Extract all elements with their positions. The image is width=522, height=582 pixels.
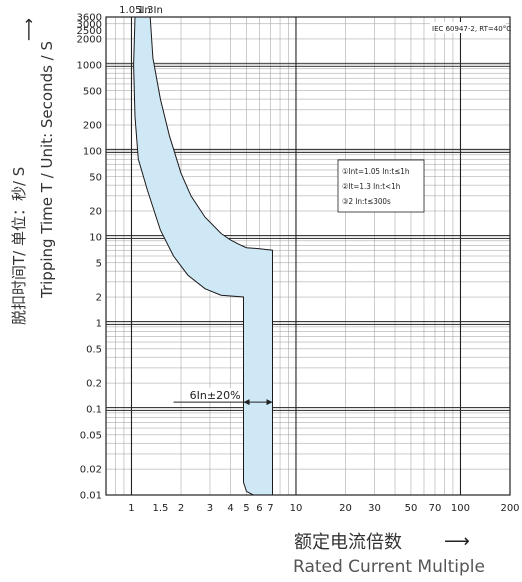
y-tick-label: 1 (96, 318, 102, 329)
y-tick-label: 3000 (77, 19, 102, 30)
x-tick-label: 200 (500, 503, 519, 514)
x-tick-label: 100 (451, 503, 470, 514)
tolerance-annotation: 6In±20% (173, 388, 273, 406)
y-tick-label: 0.2 (86, 379, 102, 390)
legend-entry-3: ③2 In:t≤300s (342, 197, 391, 206)
y-axis-ticks: 0.01 0.02 0.05 0.1 0.2 0.5 1 2 5 10 20 50 100 200 500 1… (77, 13, 102, 502)
y-tick-label: 200 (83, 120, 102, 131)
top-current-label: 1.3In (138, 5, 163, 16)
x-tick-label: 1 (128, 503, 134, 514)
y-tick-label: 0.01 (80, 491, 102, 502)
legend: ①Int=1.05 In:t≤1h ②It=1.3 In:t<1h ③2 In:… (337, 159, 425, 213)
grid-minor (105, 17, 511, 496)
y-tick-label: 2000 (77, 34, 102, 45)
y-tick-label: 0.02 (80, 465, 102, 476)
y-tick-label: 500 (83, 86, 102, 97)
x-axis-label-cn: 额定电流倍数 (294, 532, 402, 553)
standard-note: IEC 60947-2, RT=40°C (430, 22, 511, 33)
y-tick-label: 3600 (77, 13, 102, 24)
y-tick-label: 1000 (77, 60, 102, 71)
x-tick-label: 1.5 (152, 503, 168, 514)
y-axis-title-cn: 脱扣时间T/ 单位：秒/ S (10, 167, 28, 325)
y-tick-label: 100 (83, 146, 102, 157)
y-tick-label: 0.1 (86, 404, 102, 415)
y-tick-label: 0.5 (86, 344, 102, 355)
x-axis-ticks: 1 1.5 2 3 4 5 6 7 10 20 30 50 70 100 200 (128, 503, 519, 514)
y-tick-label: 50 (89, 172, 102, 183)
tolerance-label: 6In±20% (190, 389, 241, 402)
x-tick-label: 20 (339, 503, 352, 514)
y-axis-label-en: Tripping Time T / Unit: Seconds / S (38, 41, 56, 299)
standard-note-text: IEC 60947-2, RT=40°C (432, 25, 511, 33)
y-axis-title-en: Tripping Time T / Unit: Seconds / S (38, 41, 56, 299)
x-tick-label: 2 (178, 503, 184, 514)
x-tick-label: 70 (429, 503, 442, 514)
x-tick-label: 4 (227, 503, 233, 514)
y-tick-label: 0.05 (80, 430, 102, 441)
y-tick-label: 2500 (77, 26, 102, 37)
top-current-label: 1.05In (119, 5, 151, 16)
x-tick-label: 30 (368, 503, 381, 514)
x-tick-label: 7 (267, 503, 273, 514)
y-tick-label: 10 (89, 232, 102, 243)
x-tick-label: 5 (243, 503, 249, 514)
x-tick-label: 3 (207, 503, 213, 514)
legend-entry-1: ①Int=1.05 In:t≤1h (342, 167, 409, 176)
y-axis-label-cn: 脱扣时间T/ 单位：秒/ S (10, 167, 28, 325)
y-tick-label: 5 (96, 258, 102, 269)
x-axis-label-en: Rated Current Multiple (293, 557, 485, 577)
y-tick-label: 20 (89, 207, 102, 218)
legend-entry-2: ②It=1.3 In:t<1h (342, 182, 400, 191)
y-tick-label: 2 (96, 293, 102, 304)
grid-major (106, 17, 510, 495)
x-tick-label: 50 (405, 503, 418, 514)
x-tick-label: 10 (290, 503, 303, 514)
x-tick-label: 6 (256, 503, 262, 514)
plot-frame (105, 16, 511, 496)
y-arrow-icon: ⟶ (19, 18, 38, 41)
x-arrow-icon: ⟶ (444, 531, 470, 552)
